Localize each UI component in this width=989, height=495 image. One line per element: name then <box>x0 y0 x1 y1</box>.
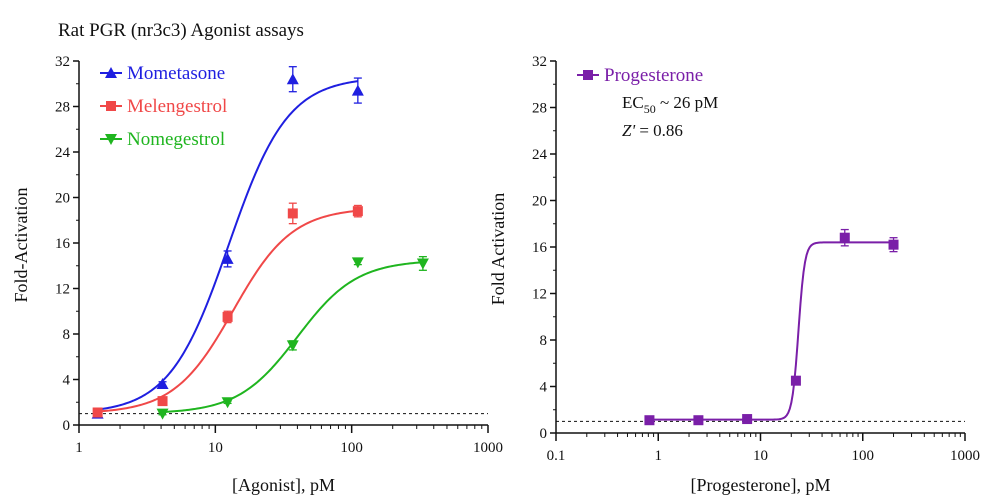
legend-marker <box>106 101 116 111</box>
x-tick-label: 100 <box>340 440 363 456</box>
y-tick-label: 8 <box>63 327 71 343</box>
figure-title: Rat PGR (nr3c3) Agonist assays <box>58 20 304 41</box>
data-point <box>222 311 233 322</box>
ec50-annotation: EC50 ~ 26 pM <box>622 93 718 116</box>
y-tick-label: 20 <box>532 194 547 210</box>
y-axis-label: Fold Activation <box>488 193 508 306</box>
data-point <box>644 415 655 426</box>
y-tick-label: 8 <box>540 333 548 349</box>
y-tick-label: 32 <box>55 54 70 70</box>
x-tick-label: 1000 <box>950 448 980 464</box>
x-tick-label: 10 <box>753 448 768 464</box>
fit-curve <box>97 80 358 411</box>
x-axis-label: [Progesterone], pM <box>691 475 831 495</box>
x-tick-label: 10 <box>208 440 223 456</box>
data-point <box>287 208 298 219</box>
y-tick-label: 12 <box>532 287 547 303</box>
x-tick-label: 0.1 <box>547 448 566 464</box>
series-progesterone <box>644 228 899 426</box>
ec50-subscript: 50 <box>644 102 656 116</box>
y-tick-label: 16 <box>55 236 71 252</box>
legend-marker <box>583 70 593 80</box>
z-factor-annotation: Z' = 0.86 <box>622 121 683 140</box>
data-point <box>352 206 363 217</box>
legend-marker <box>105 134 117 145</box>
right-chart-panel: 0 4 8 12 16 20 24 28 32 0.1 1 10 100 1000 [Progesteron… <box>488 54 980 495</box>
fit-curve <box>649 241 894 421</box>
data-point <box>221 397 234 409</box>
legend-label: Melengestrol <box>127 96 227 117</box>
z-value: = 0.86 <box>635 121 683 140</box>
data-point <box>839 232 850 243</box>
y-tick-label: 0 <box>540 426 548 442</box>
data-point <box>157 396 168 407</box>
data-point <box>156 378 169 390</box>
legend-label: Mometasone <box>127 63 225 84</box>
data-point <box>416 258 429 270</box>
x-tick-label: 1000 <box>473 440 503 456</box>
y-tick-label: 0 <box>63 418 71 434</box>
x-axis-label: [Agonist], pM <box>232 475 335 495</box>
data-point <box>351 84 364 96</box>
z-prefix: Z' <box>622 121 635 140</box>
series-nomegestrol <box>156 255 429 420</box>
ec50-value: ~ 26 pM <box>656 93 719 112</box>
y-tick-label: 4 <box>540 380 548 396</box>
y-tick-label: 4 <box>63 373 71 389</box>
x-tick-label: 1 <box>655 448 663 464</box>
data-point <box>693 415 704 426</box>
legend-label: Nomegestrol <box>127 129 225 150</box>
x-tick-label: 100 <box>852 448 875 464</box>
data-point <box>888 239 899 250</box>
fit-curve <box>162 261 423 414</box>
left-chart-panel: 0 4 8 12 16 20 24 28 32 1 10 100 1000 [Agonist], pM Fo… <box>11 54 503 495</box>
data-point <box>156 408 169 420</box>
y-tick-label: 24 <box>55 145 71 161</box>
y-tick-label: 28 <box>55 100 70 116</box>
y-tick-label: 20 <box>55 191 70 207</box>
data-point <box>790 375 801 386</box>
data-point <box>742 414 753 425</box>
y-tick-label: 28 <box>532 101 547 117</box>
series-melengestrol <box>92 202 363 418</box>
data-point <box>92 407 103 418</box>
ec50-prefix: EC <box>622 93 644 112</box>
y-tick-label: 12 <box>55 282 70 298</box>
y-tick-label: 32 <box>532 54 547 70</box>
data-point <box>351 257 364 269</box>
x-tick-label: 1 <box>75 440 83 456</box>
y-tick-label: 16 <box>532 240 548 256</box>
data-point <box>221 252 234 264</box>
series-mometasone <box>91 66 364 419</box>
y-axis-label: Fold-Activation <box>11 188 31 303</box>
data-point <box>286 340 299 352</box>
y-tick-label: 24 <box>532 147 548 163</box>
legend-marker <box>105 67 117 78</box>
legend-label: Progesterone <box>604 65 703 86</box>
data-point <box>286 73 299 85</box>
